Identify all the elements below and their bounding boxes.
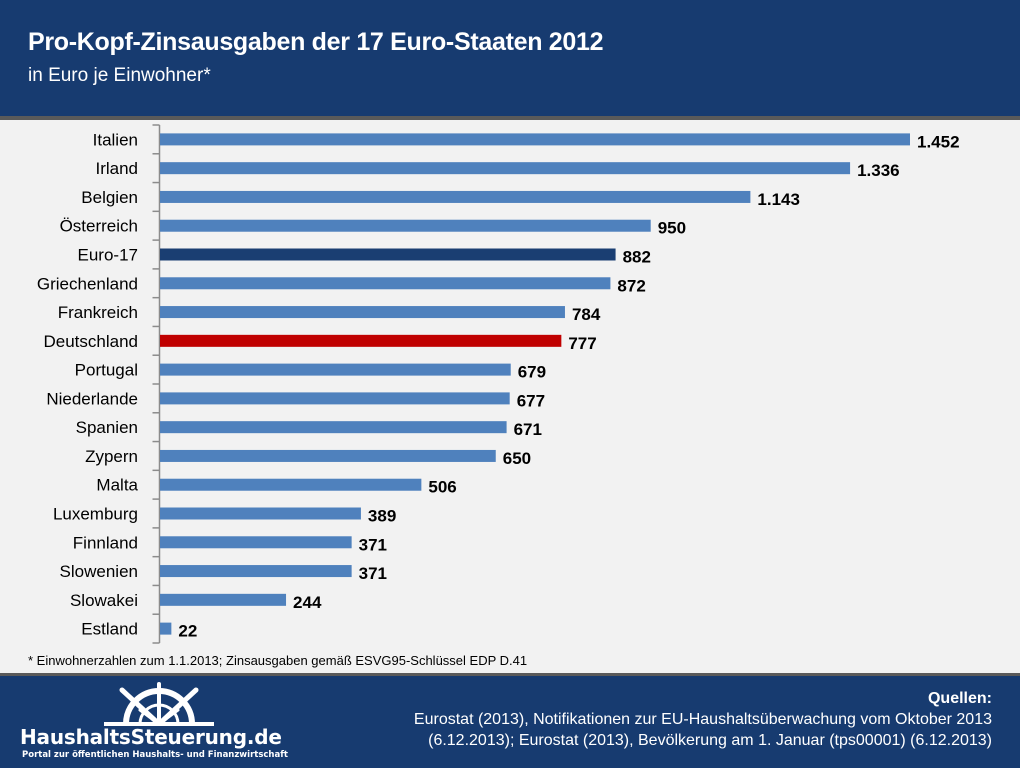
bar-italien <box>160 133 910 146</box>
value-label: 371 <box>359 535 387 554</box>
logo[interactable]: HaushaltsSteuerung.de Portal zur öffentl… <box>14 680 304 766</box>
category-label: Portugal <box>75 361 138 380</box>
value-label: 950 <box>658 219 686 238</box>
category-label: Malta <box>96 476 138 495</box>
category-label: Irland <box>95 159 138 178</box>
logo-tagline: Portal zur öffentlichen Haushalts- und F… <box>22 750 288 760</box>
value-label: 244 <box>293 593 322 612</box>
value-label: 22 <box>178 622 197 641</box>
value-label: 777 <box>568 334 596 353</box>
bar-chart: Italien 1.452 Irland 1.336 Belgien 1.143 Öster… <box>37 124 960 644</box>
sources-title: Quellen: <box>927 690 992 707</box>
category-label: Luxemburg <box>53 505 138 524</box>
bar-spanien <box>160 421 507 434</box>
footnote: * Einwohnerzahlen zum 1.1.2013; Zinsausg… <box>28 653 528 668</box>
value-label: 650 <box>503 449 531 468</box>
category-label: Deutschland <box>43 332 138 351</box>
category-label: Estland <box>81 620 138 639</box>
value-label: 677 <box>517 391 545 410</box>
category-label: Österreich <box>60 217 138 236</box>
bar-slowakei <box>160 593 287 606</box>
value-label: 872 <box>617 276 645 295</box>
bar-luxemburg <box>160 507 361 520</box>
category-label: Slowakei <box>70 591 138 610</box>
sources: Quellen: Eurostat (2013), Notifikationen… <box>414 688 992 751</box>
sources-line-1: Eurostat (2013), Notifikationen zur EU-H… <box>413 711 992 728</box>
chart-subtitle: in Euro je Einwohner* <box>28 65 211 86</box>
bar-österreich <box>160 219 651 232</box>
category-label: Spanien <box>76 418 138 437</box>
category-label: Euro-17 <box>78 246 138 265</box>
bar-slowenien <box>160 565 352 578</box>
sources-line-2: (6.12.2013); Eurostat (2013), Bevölkerun… <box>428 732 992 749</box>
header: Pro-Kopf-Zinsausgaben der 17 Euro-Staate… <box>0 0 1020 116</box>
value-label: 882 <box>623 248 651 267</box>
value-label: 506 <box>428 478 456 497</box>
category-label: Slowenien <box>60 562 138 581</box>
header-divider <box>0 116 1020 120</box>
value-label: 389 <box>368 507 396 526</box>
category-label: Frankreich <box>58 303 138 322</box>
logo-name: HaushaltsSteuerung.de <box>20 725 282 749</box>
category-label: Griechenland <box>37 274 138 293</box>
value-label: 671 <box>514 420 542 439</box>
bar-euro-17 <box>160 248 616 261</box>
value-label: 371 <box>359 564 387 583</box>
category-label: Finnland <box>73 533 138 552</box>
bar-finnland <box>160 536 352 549</box>
value-label: 1.143 <box>757 190 800 209</box>
category-label: Italien <box>93 130 138 149</box>
bar-belgien <box>160 190 751 203</box>
bar-griechenland <box>160 277 611 290</box>
category-label: Niederlande <box>46 389 138 408</box>
bar-frankreich <box>160 306 565 319</box>
bar-zypern <box>160 449 496 462</box>
value-label: 679 <box>518 363 546 382</box>
bar-deutschland <box>160 334 562 347</box>
bar-portugal <box>160 363 511 376</box>
value-label: 1.336 <box>857 161 900 180</box>
ship-wheel-icon <box>104 682 214 726</box>
chart-title: Pro-Kopf-Zinsausgaben der 17 Euro-Staate… <box>28 28 604 56</box>
footer: HaushaltsSteuerung.de Portal zur öffentl… <box>0 676 1020 768</box>
category-label: Zypern <box>85 447 138 466</box>
bar-niederlande <box>160 392 510 405</box>
value-label: 1.452 <box>917 132 960 151</box>
bar-irland <box>160 162 851 175</box>
bar-estland <box>160 622 172 635</box>
bar-malta <box>160 478 422 491</box>
value-label: 784 <box>572 305 601 324</box>
category-label: Belgien <box>81 188 138 207</box>
chart-area: Italien 1.452 Irland 1.336 Belgien 1.143 Öster… <box>0 120 1020 673</box>
footer-divider <box>0 673 1020 676</box>
